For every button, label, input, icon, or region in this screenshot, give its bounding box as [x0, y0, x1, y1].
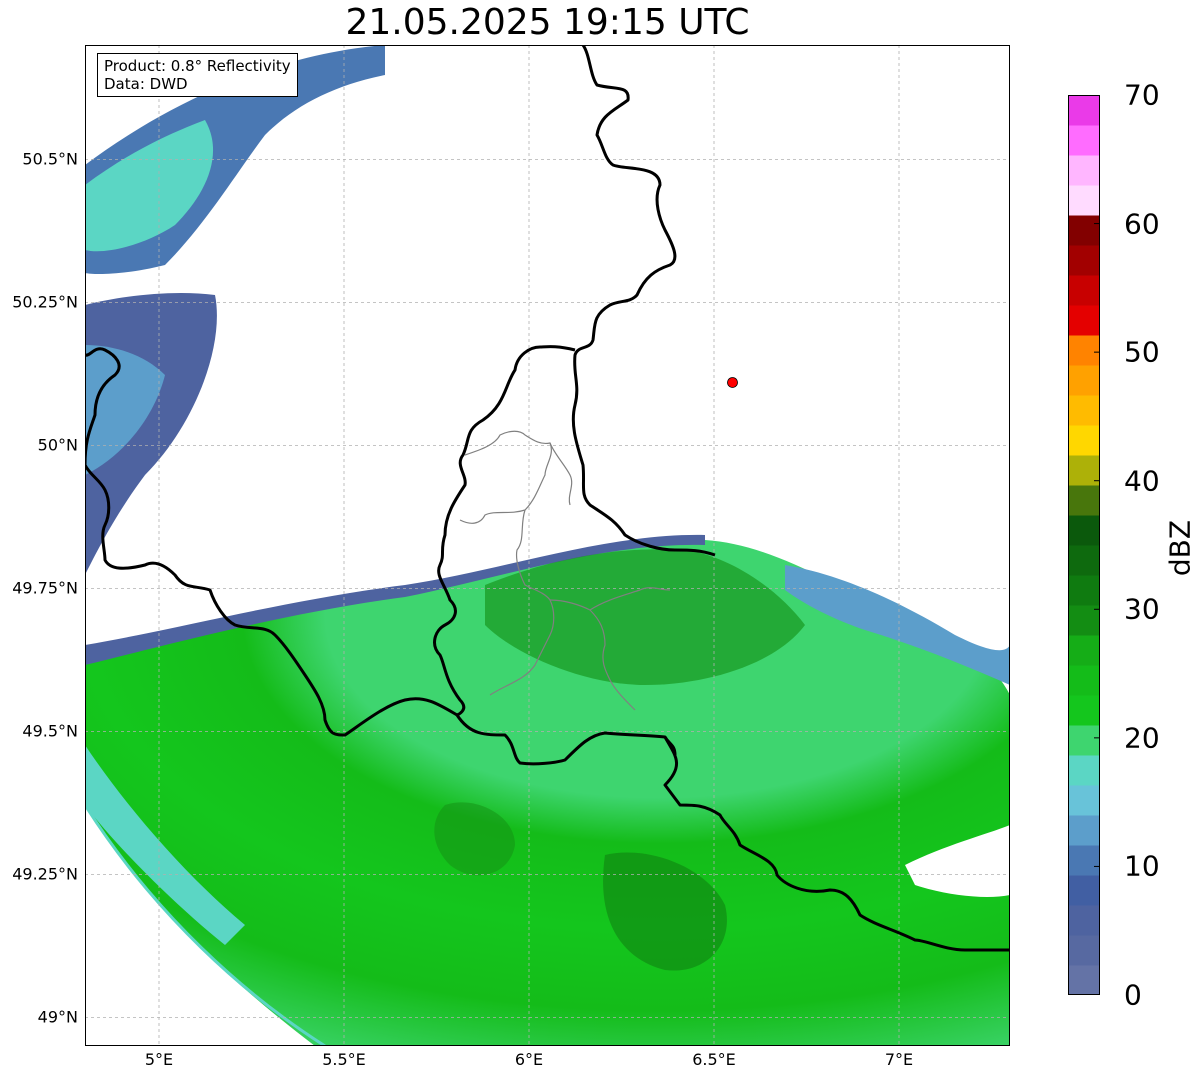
district-border-5	[589, 587, 671, 611]
colorbar-tick-label: 60	[1124, 207, 1160, 241]
colorbar-segment	[1068, 275, 1100, 306]
colorbar-segment	[1068, 845, 1100, 876]
gridlines	[85, 45, 1010, 1046]
lat-tick-label: 49.5°N	[22, 721, 78, 741]
colorbar-tick-label: 70	[1124, 78, 1160, 112]
lat-tick-label: 49.25°N	[12, 864, 78, 884]
district-border-1	[459, 430, 552, 524]
map-frame	[85, 45, 1010, 1046]
colorbar-segment	[1068, 965, 1100, 995]
colorbar-segment	[1068, 95, 1100, 126]
colorbar-segment	[1068, 695, 1100, 726]
colorbar-segment	[1068, 905, 1100, 936]
echo-east-blue	[785, 565, 1010, 685]
colorbar-tick-label: 0	[1124, 978, 1142, 1012]
colorbar-segment	[1068, 425, 1100, 456]
internal-borders	[459, 430, 671, 711]
district-border-3	[549, 442, 573, 506]
border-belgium-germany-north	[571, 45, 716, 557]
radar-site-marker[interactable]	[727, 377, 738, 388]
echo-southwest-band	[85, 745, 245, 945]
colorbar-segment	[1068, 155, 1100, 186]
district-border-4	[549, 599, 636, 711]
lon-tick-label: 6.5°E	[692, 1050, 736, 1069]
data-source-label: Data: DWD	[104, 75, 188, 93]
echo-west-band-inner	[85, 345, 165, 475]
lat-tick-label: 50°N	[37, 435, 78, 455]
colorbar	[1068, 95, 1100, 995]
echo-south-mass	[85, 539, 1010, 1046]
lat-tick-label: 50.25°N	[12, 292, 78, 312]
colorbar-segment	[1068, 125, 1100, 156]
echo-core-dark	[603, 852, 727, 971]
colorbar-segment	[1068, 785, 1100, 816]
country-borders	[85, 45, 1010, 952]
colorbar-segment	[1068, 305, 1100, 336]
colorbar-segment	[1068, 335, 1100, 366]
border-germany-france	[663, 736, 677, 756]
colorbar-segment	[1068, 875, 1100, 906]
radar-range-edge	[85, 804, 326, 1046]
colorbar-segment	[1068, 665, 1100, 696]
colorbar-segment	[1068, 755, 1100, 786]
colorbar-segment	[1068, 485, 1100, 516]
lon-tick-label: 6°E	[514, 1050, 544, 1069]
border-luxembourg-south	[455, 714, 1010, 952]
lon-tick-label: 5°E	[144, 1050, 174, 1069]
colorbar-segment	[1068, 395, 1100, 426]
colorbar-tick-label: 50	[1124, 335, 1160, 369]
echo-east-light	[905, 825, 1010, 897]
colorbar-frame	[1068, 95, 1100, 995]
map-title: 21.05.2025 19:15 UTC	[345, 2, 750, 43]
echo-core-dark-2	[434, 802, 515, 876]
colorbar-segment	[1068, 605, 1100, 636]
lat-tick-label: 49°N	[37, 1007, 78, 1027]
colorbar-segment	[1068, 185, 1100, 216]
border-luxembourg-west	[433, 345, 576, 717]
colorbar-unit-label: dBZ	[1163, 519, 1197, 577]
lat-tick-label: 50.5°N	[22, 149, 78, 169]
lon-tick-label: 5.5°E	[322, 1050, 366, 1069]
colorbar-tick-label: 20	[1124, 721, 1160, 755]
lon-tick-label: 7°E	[884, 1050, 914, 1069]
lat-tick-label: 49.75°N	[12, 578, 78, 598]
colorbar-segment	[1068, 725, 1100, 756]
echo-northwest-inner	[85, 120, 214, 252]
radar-map[interactable]	[85, 45, 1010, 1046]
product-info-box: Product: 0.8° Reflectivity Data: DWD	[97, 53, 298, 97]
colorbar-segment	[1068, 365, 1100, 396]
product-label: Product: 0.8° Reflectivity	[104, 57, 291, 75]
echo-north-center	[485, 549, 805, 685]
border-france-belgium	[85, 347, 458, 737]
colorbar-segment	[1068, 935, 1100, 966]
colorbar-segment	[1068, 215, 1100, 246]
colorbar-tick-label: 10	[1124, 849, 1160, 883]
colorbar-tick-label: 40	[1124, 464, 1160, 498]
colorbar-segment	[1068, 815, 1100, 846]
colorbar-segment	[1068, 575, 1100, 606]
colorbar-segment	[1068, 635, 1100, 666]
colorbar-segment	[1068, 545, 1100, 576]
colorbar-segment	[1068, 245, 1100, 276]
map-content	[85, 45, 1010, 1046]
colorbar-segment	[1068, 515, 1100, 546]
colorbar-tick-label: 30	[1124, 592, 1160, 626]
